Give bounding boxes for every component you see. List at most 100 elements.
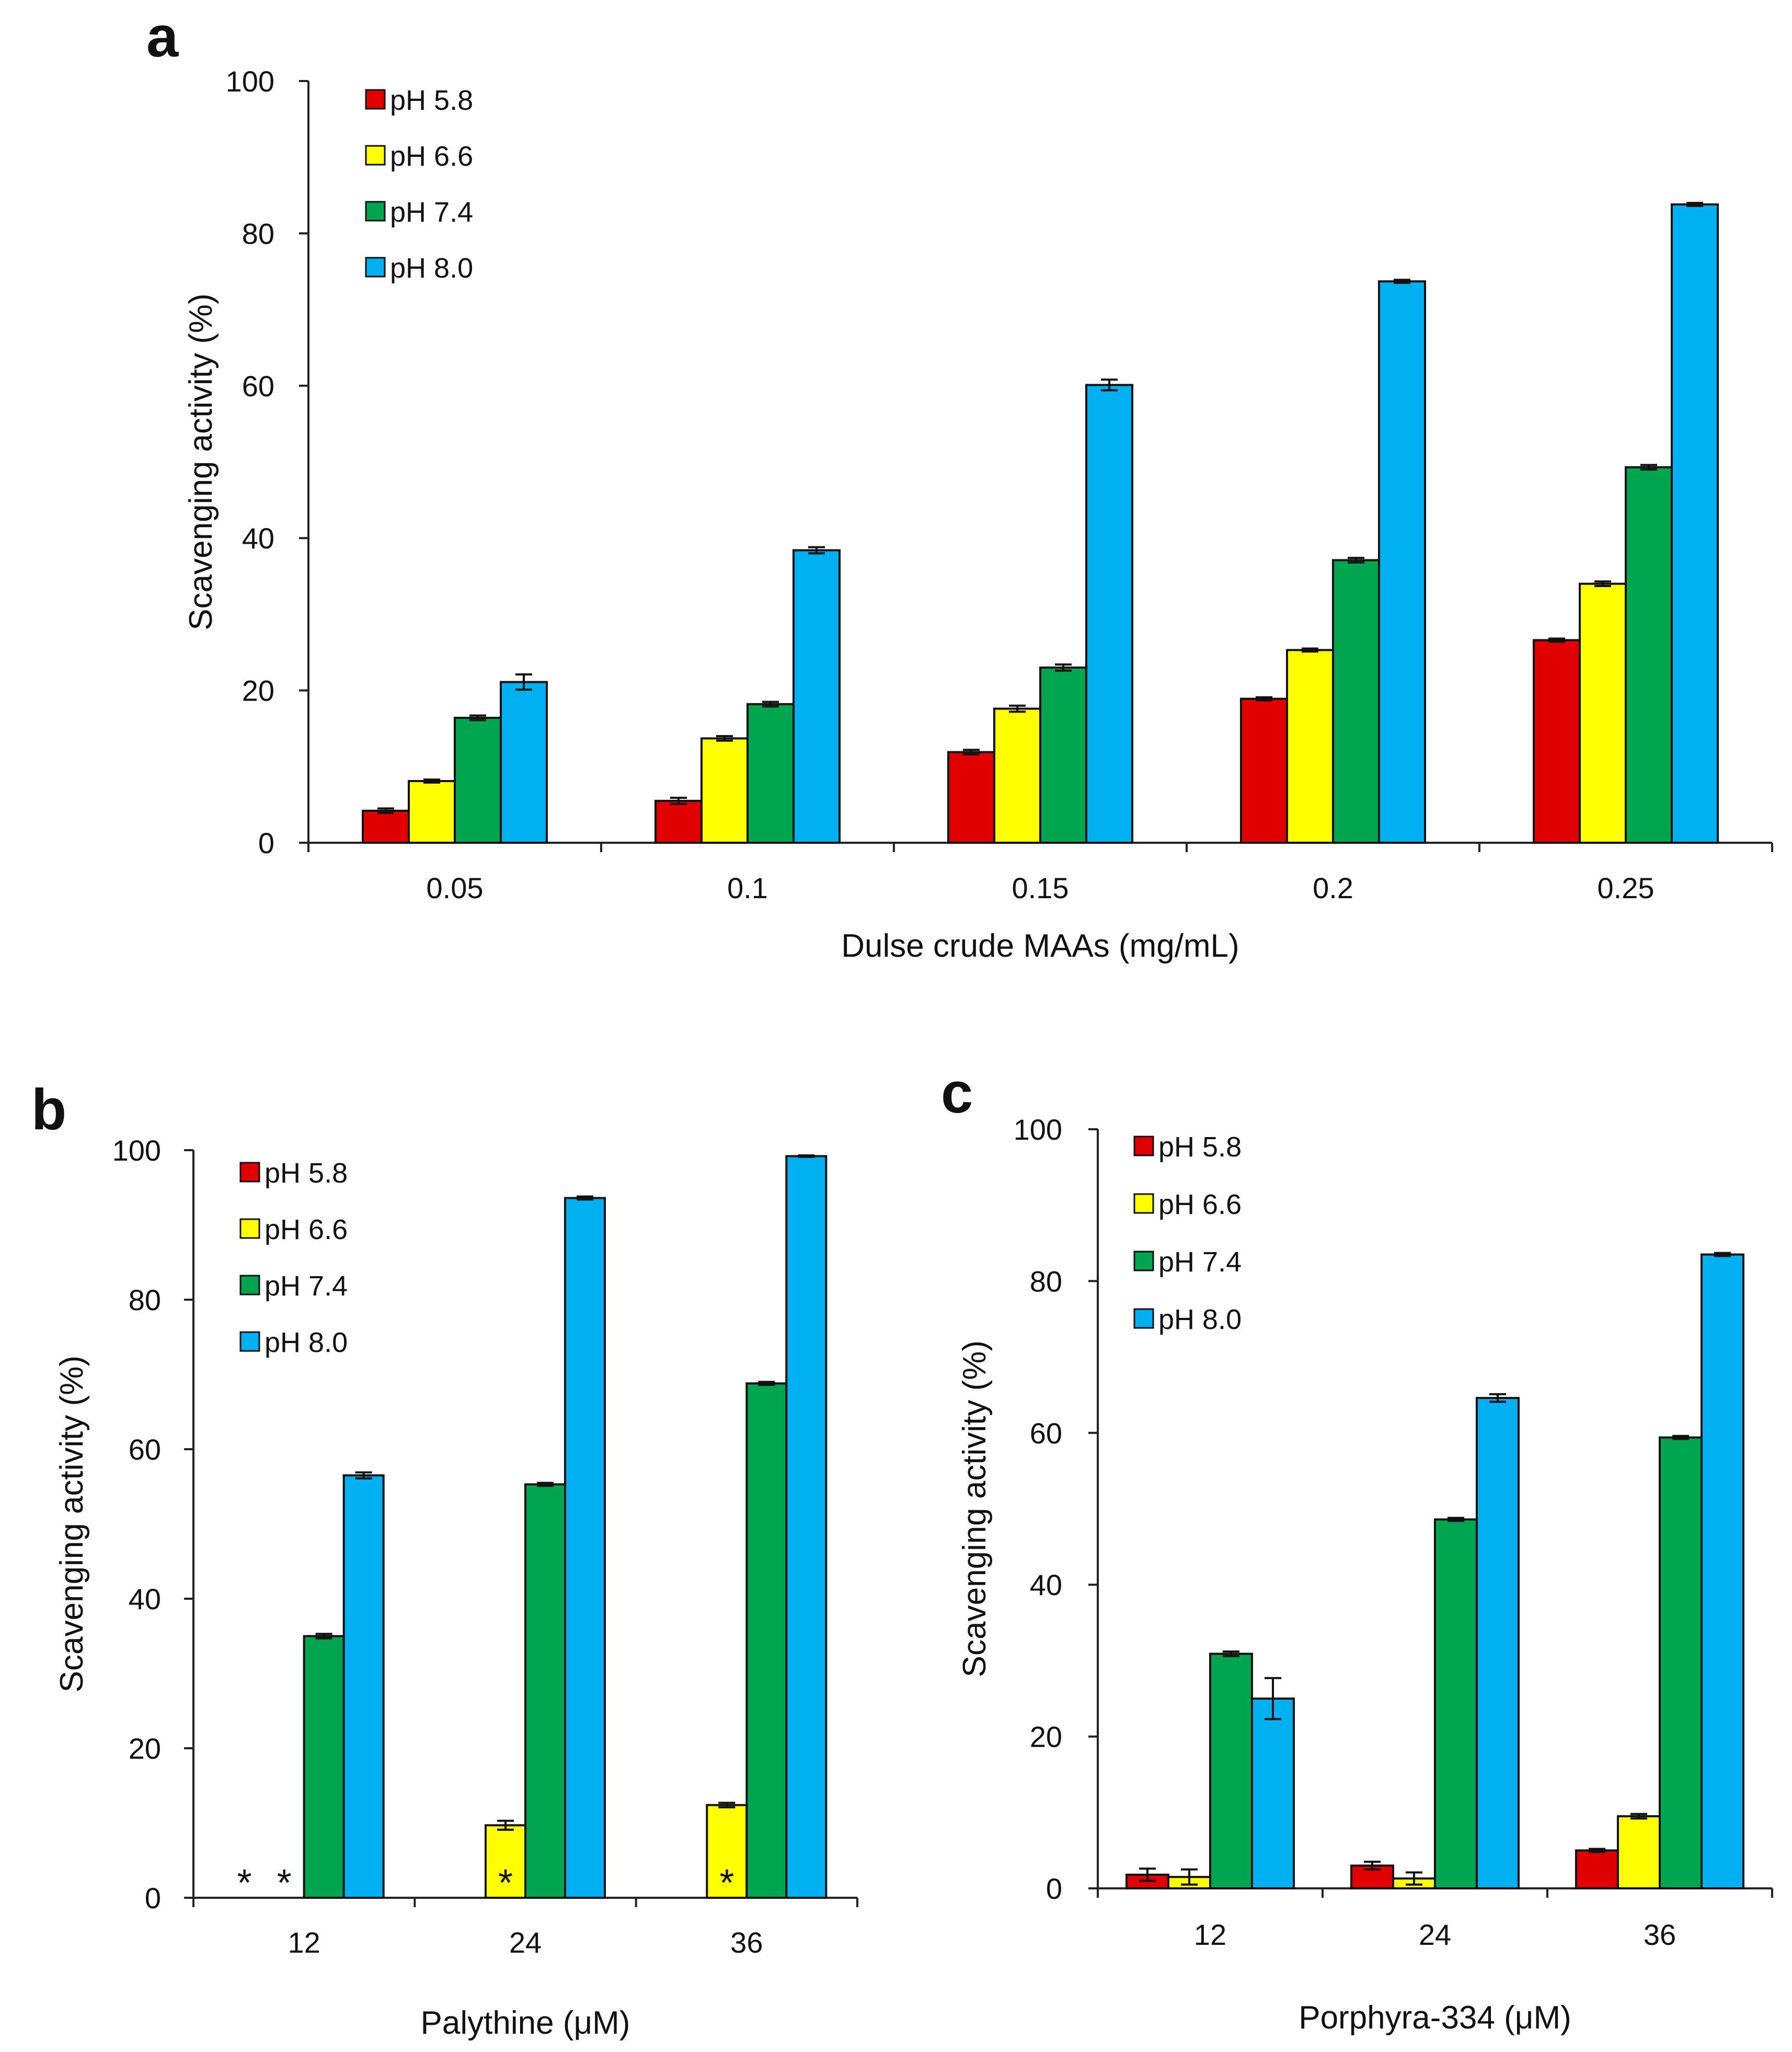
- bar: [1332, 559, 1380, 844]
- bar: [564, 1197, 606, 1899]
- legend-swatch: [1133, 1251, 1154, 1271]
- bar: [785, 1155, 828, 1899]
- bar: [1434, 1518, 1478, 1889]
- bar: [1240, 697, 1288, 844]
- y-tick-label: 60: [129, 1433, 161, 1466]
- y-tick-label: 40: [242, 522, 274, 555]
- y-tick-label: 60: [1030, 1417, 1062, 1450]
- legend-swatch: [365, 89, 386, 110]
- bar: [454, 717, 502, 844]
- y-tick-label: 0: [145, 1882, 161, 1915]
- y-axis-title: Scavenging activity (%): [957, 1340, 993, 1677]
- legend-label: pH 7.4: [1158, 1246, 1242, 1278]
- x-tick-label: 0.2: [1313, 872, 1353, 904]
- y-tick-label: 20: [129, 1732, 161, 1765]
- x-axis-title: Dulse crude MAAs (mg/mL): [841, 928, 1239, 964]
- x-tick-label: 12: [288, 1926, 320, 1959]
- bar: [1476, 1397, 1520, 1890]
- legend: pH 5.8 pH 6.6 pH 7.4 pH 8.0: [365, 85, 473, 284]
- y-tick-label: 100: [226, 65, 274, 98]
- legend-swatch: [365, 201, 386, 222]
- bar: [700, 737, 749, 844]
- x-tick-label: 0.1: [727, 872, 768, 904]
- chart-panel-c: c 0 20 40 60 80 100 12 24 36 Porphyra-334 (μM) Scav…: [941, 1061, 1773, 2036]
- legend-swatch: [1133, 1308, 1154, 1329]
- legend-label: pH 6.6: [265, 1214, 348, 1245]
- legend-label: pH 5.8: [265, 1157, 348, 1189]
- legend-label: pH 8.0: [390, 253, 473, 284]
- y-tick-label: 60: [242, 370, 274, 403]
- bar: [1575, 1849, 1619, 1889]
- x-axis-title: Porphyra-334 (μM): [1299, 2000, 1571, 2036]
- x-tick-label: 0.25: [1598, 872, 1655, 904]
- x-tick-label: 12: [1194, 1918, 1226, 1951]
- bar: [524, 1483, 566, 1899]
- bar: [746, 703, 795, 844]
- bar: [1659, 1436, 1703, 1889]
- y-tick-label: 40: [129, 1583, 161, 1615]
- bar: [1251, 1698, 1295, 1889]
- chart-panel-a: a 0 20 40 60 80 100 0.05 0.1 0.15 0.2 0.25 Dulse cru…: [146, 5, 1773, 964]
- y-tick-label: 0: [1046, 1872, 1062, 1905]
- legend-swatch: [239, 1331, 260, 1352]
- y-tick-label: 80: [1030, 1265, 1062, 1298]
- bar: [1625, 466, 1673, 844]
- legend-label: pH 8.0: [1158, 1304, 1242, 1335]
- panel-letter: b: [31, 1077, 66, 1142]
- legend-label: pH 5.8: [1158, 1131, 1242, 1163]
- bar: [1579, 582, 1627, 844]
- legend-label: pH 6.6: [1158, 1189, 1242, 1220]
- legend-swatch: [239, 1162, 260, 1183]
- bar: [1039, 666, 1087, 844]
- legend-label: pH 6.6: [390, 141, 473, 172]
- x-tick-label: 0.15: [1012, 872, 1069, 904]
- bar: [1085, 384, 1133, 844]
- bar: [1533, 639, 1581, 844]
- x-axis-title: Palythine (μM): [421, 2005, 630, 2041]
- x-tick-label: 36: [730, 1926, 763, 1959]
- x-tick-label: 24: [1419, 1918, 1451, 1951]
- not-detected-marker: *: [498, 1862, 513, 1904]
- bar: [1378, 280, 1426, 844]
- bar: [745, 1382, 788, 1899]
- bar: [654, 799, 703, 844]
- y-tick-label: 0: [258, 827, 274, 859]
- bar: [1286, 649, 1334, 844]
- y-tick-label: 100: [112, 1134, 161, 1167]
- y-axis-title: Scavenging activity (%): [183, 293, 219, 630]
- bar: [342, 1474, 385, 1899]
- y-tick-label: 100: [1014, 1113, 1062, 1146]
- y-tick-label: 80: [242, 217, 274, 250]
- bar: [1701, 1253, 1744, 1890]
- bar: [993, 707, 1041, 844]
- not-detected-marker: *: [719, 1862, 734, 1904]
- panel-letter: c: [941, 1061, 973, 1125]
- y-axis-title: Scavenging activity (%): [54, 1356, 90, 1692]
- not-detected-marker: *: [237, 1862, 252, 1904]
- bar: [500, 681, 548, 844]
- legend-label: pH 8.0: [265, 1327, 348, 1358]
- x-tick-label: 36: [1644, 1918, 1676, 1951]
- legend-swatch: [239, 1218, 260, 1239]
- panel-letter: a: [146, 5, 179, 69]
- bar: [362, 809, 410, 844]
- y-tick-label: 80: [129, 1283, 161, 1316]
- bar: [1671, 203, 1719, 844]
- bar: [947, 751, 995, 844]
- chart-panel-b: b 0 20 40 60 80 100 12 * * 24 * 36 * Palythine (μM) Sca…: [31, 1077, 858, 2041]
- legend-label: pH 5.8: [390, 85, 473, 116]
- x-tick-label: 0.05: [427, 872, 484, 904]
- legend-swatch: [1133, 1136, 1154, 1156]
- x-tick-label: 24: [509, 1926, 542, 1959]
- y-tick-label: 20: [242, 674, 274, 707]
- bar: [1209, 1653, 1253, 1890]
- bar: [792, 549, 841, 844]
- bar: [1617, 1815, 1661, 1890]
- legend-swatch: [365, 145, 386, 166]
- bar: [408, 779, 456, 844]
- bar: [303, 1635, 345, 1899]
- y-tick-label: 40: [1030, 1568, 1062, 1601]
- y-tick-label: 20: [1030, 1721, 1062, 1753]
- legend: pH 5.8 pH 6.6 pH 7.4 pH 8.0: [1133, 1131, 1242, 1335]
